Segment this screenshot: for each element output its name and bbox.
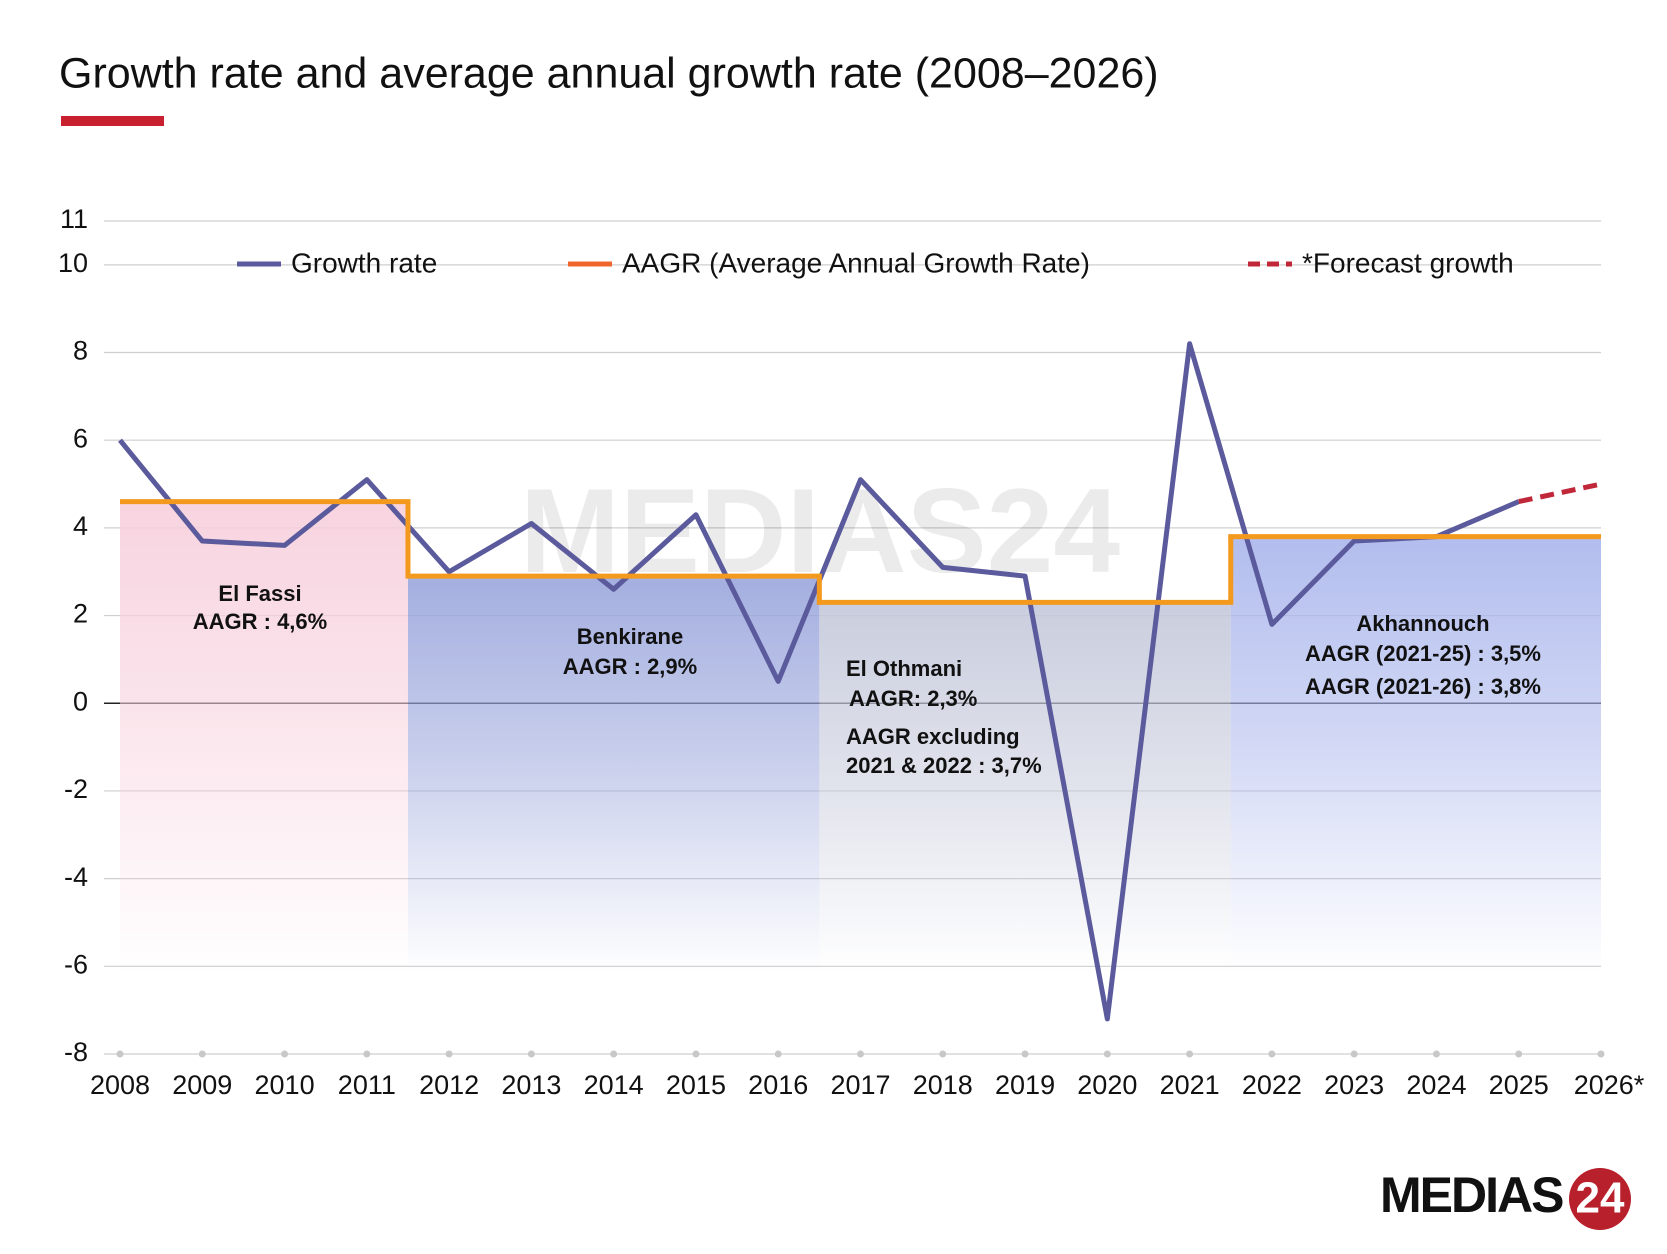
y-tick-label: -6 — [64, 949, 88, 979]
y-tick-label: 8 — [73, 336, 88, 366]
x-tick-label: 2016 — [748, 1070, 808, 1100]
period-shade — [1230, 536, 1601, 976]
period-shade — [819, 602, 1231, 976]
x-tick-label: 2011 — [338, 1070, 396, 1100]
y-tick-label: 6 — [73, 423, 88, 453]
y-tick-label: 0 — [73, 686, 88, 716]
y-tick-label: 11 — [60, 204, 88, 234]
period-annotation: El Othmani — [846, 656, 962, 681]
legend-label: AAGR (Average Annual Growth Rate) — [622, 247, 1090, 278]
x-tick-label: 2025 — [1489, 1070, 1549, 1100]
x-axis-dot — [610, 1050, 618, 1058]
period-annotation: AAGR (2021-25) : 3,5% — [1305, 641, 1541, 666]
x-tick-label: 2014 — [584, 1070, 644, 1100]
y-tick-label: 2 — [73, 599, 88, 629]
logo-badge — [1569, 1168, 1631, 1230]
x-tick-label: 2009 — [172, 1070, 232, 1100]
logo-number: 24 — [1576, 1174, 1625, 1223]
y-tick-label: 4 — [73, 511, 88, 541]
x-tick-label: 2015 — [666, 1070, 726, 1100]
x-axis-dot — [198, 1050, 206, 1058]
x-axis-dot — [1186, 1050, 1194, 1058]
x-tick-label: 2013 — [501, 1070, 561, 1100]
period-annotation: El Fassi — [218, 581, 301, 606]
legend-label: *Forecast growth — [1302, 247, 1514, 278]
legend-label: Growth rate — [291, 247, 437, 278]
chart-title: Growth rate and average annual growth ra… — [59, 49, 1159, 97]
x-tick-label: 2010 — [255, 1070, 315, 1100]
x-axis-dot — [1268, 1050, 1276, 1058]
period-annotation: AAGR excluding — [846, 724, 1020, 749]
x-tick-label: 2008 — [90, 1070, 150, 1100]
x-tick-label: 2012 — [419, 1070, 479, 1100]
x-axis-dot — [1103, 1050, 1111, 1058]
y-tick-label: -8 — [64, 1037, 88, 1067]
logo-text: MEDIAS — [1380, 1167, 1563, 1223]
x-axis-dot — [1432, 1050, 1440, 1058]
x-axis-dot — [857, 1050, 864, 1058]
x-axis-dot — [281, 1050, 289, 1058]
x-axis-dot — [692, 1050, 700, 1058]
period-shade — [120, 501, 408, 976]
x-axis-dot — [1021, 1050, 1029, 1058]
x-axis-dot — [939, 1050, 947, 1058]
x-tick-label: 2022 — [1242, 1070, 1302, 1100]
title-accent — [61, 116, 164, 126]
y-tick-label: 10 — [58, 248, 88, 278]
x-tick-label: 2017 — [830, 1070, 890, 1100]
period-annotation: AAGR: 2,3% — [849, 686, 977, 711]
x-tick-label: 2020 — [1077, 1070, 1137, 1100]
x-tick-label: 2026* — [1574, 1070, 1645, 1100]
period-annotation: AAGR : 2,9% — [563, 654, 697, 679]
watermark-number: 24 — [987, 464, 1121, 598]
x-tick-label: 2023 — [1324, 1070, 1384, 1100]
x-tick-label: 2018 — [913, 1070, 973, 1100]
x-axis-dot — [774, 1050, 782, 1058]
period-shade — [407, 576, 820, 976]
x-axis-dot — [1515, 1050, 1523, 1058]
period-annotation: Benkirane — [577, 624, 683, 649]
x-axis-dot — [116, 1050, 124, 1058]
x-tick-label: 2021 — [1160, 1070, 1220, 1100]
x-axis-dot — [527, 1050, 535, 1058]
x-axis-dot — [1597, 1050, 1605, 1058]
y-tick-label: -2 — [64, 774, 88, 804]
period-annotation: AAGR (2021-26) : 3,8% — [1305, 674, 1541, 699]
x-axis-dot — [1350, 1050, 1358, 1058]
y-tick-label: -4 — [64, 862, 88, 892]
x-axis-dot — [363, 1050, 371, 1058]
x-tick-label: 2024 — [1406, 1070, 1466, 1100]
period-annotation: AAGR : 4,6% — [193, 609, 327, 634]
x-axis-dot — [445, 1050, 453, 1058]
x-tick-label: 2019 — [995, 1070, 1055, 1100]
forecast-line — [1518, 481, 1602, 505]
period-annotation: 2021 & 2022 : 3,7% — [846, 753, 1042, 778]
period-annotation: Akhannouch — [1356, 611, 1489, 636]
